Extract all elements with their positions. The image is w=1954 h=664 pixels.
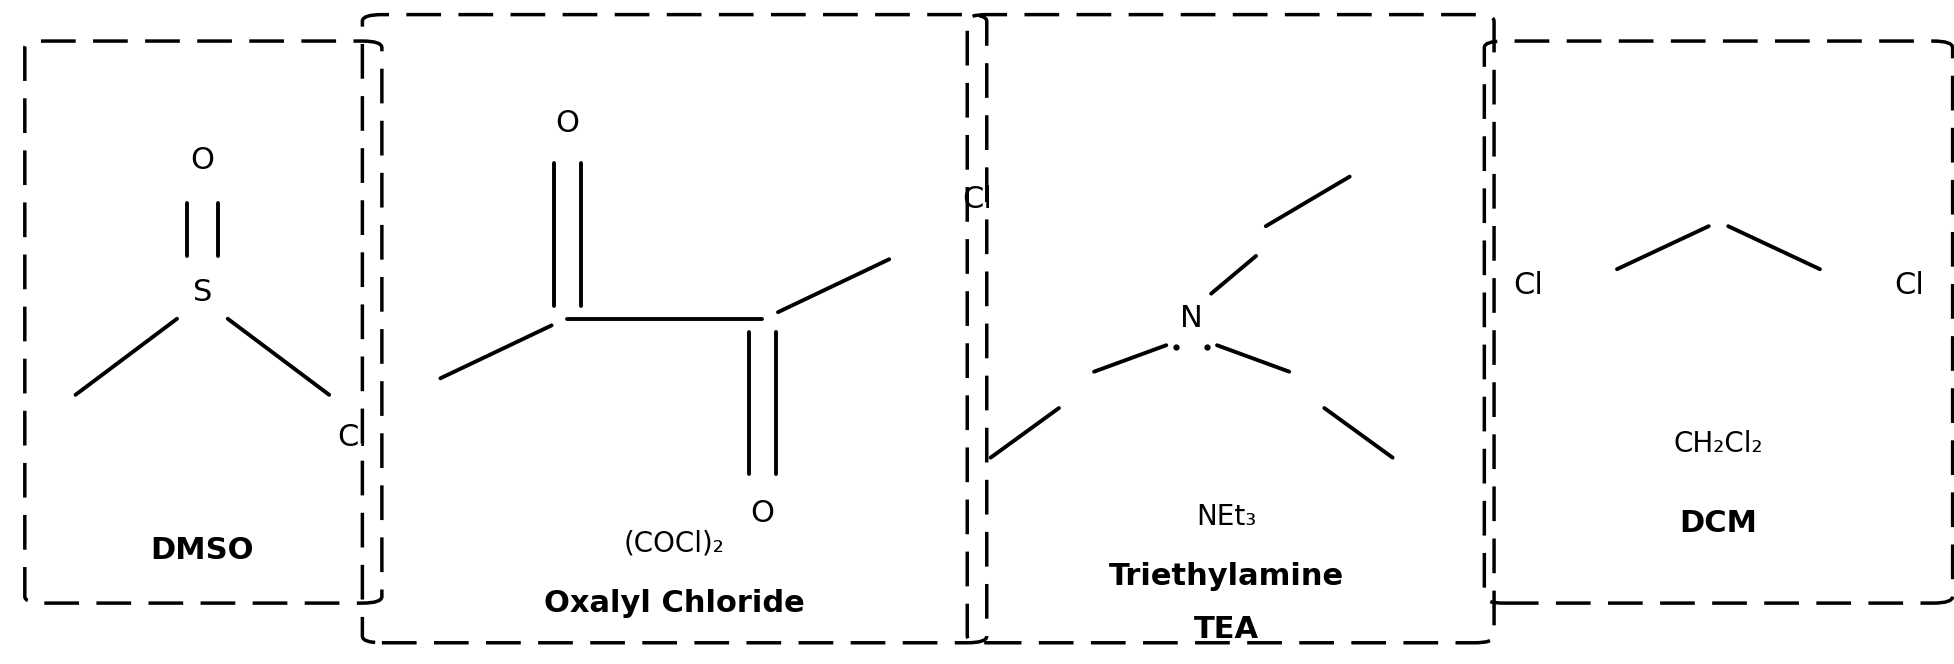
Text: N: N [1180, 304, 1204, 333]
Text: Cl: Cl [961, 185, 993, 214]
Text: O: O [190, 145, 215, 175]
Text: Oxalyl Chloride: Oxalyl Chloride [543, 588, 805, 618]
Text: S: S [193, 278, 213, 307]
Text: Cl: Cl [338, 423, 367, 452]
Text: TEA: TEA [1194, 615, 1258, 644]
Text: O: O [750, 499, 774, 529]
Text: Cl: Cl [1512, 271, 1544, 300]
Text: Cl: Cl [1893, 271, 1925, 300]
Text: Triethylamine: Triethylamine [1110, 562, 1344, 591]
Text: NEt₃: NEt₃ [1196, 503, 1256, 531]
Text: (COCl)₂: (COCl)₂ [623, 530, 725, 558]
Text: O: O [555, 109, 578, 138]
Text: CH₂Cl₂: CH₂Cl₂ [1675, 430, 1763, 458]
Text: DCM: DCM [1680, 509, 1757, 539]
Text: DMSO: DMSO [150, 536, 254, 564]
